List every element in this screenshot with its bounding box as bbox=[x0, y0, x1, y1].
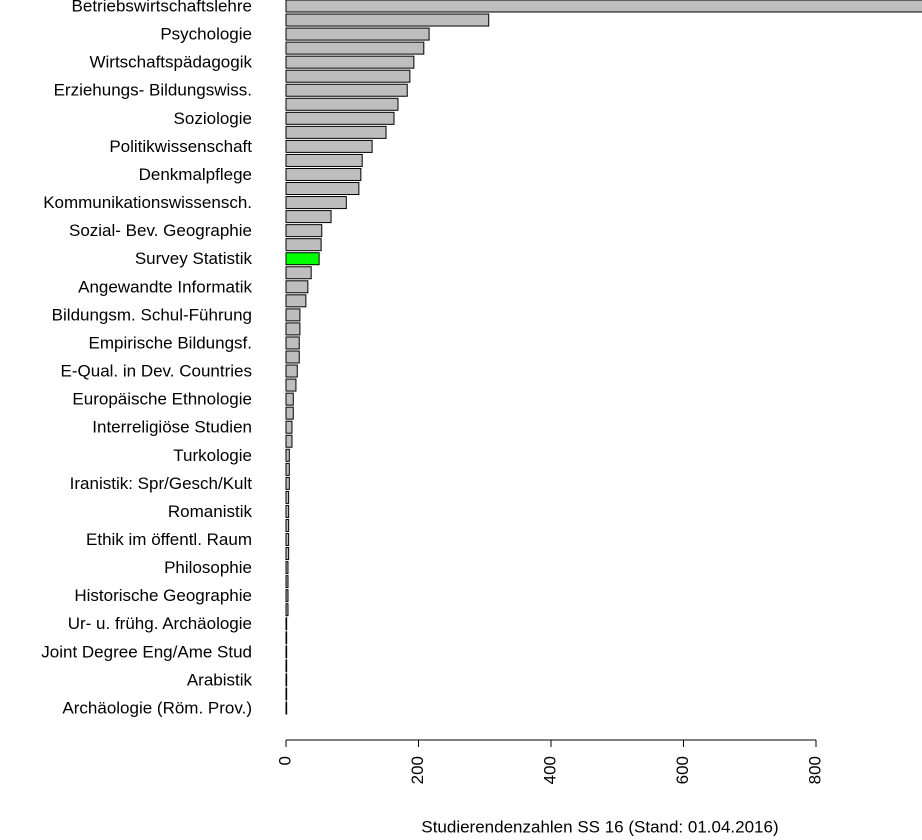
bar bbox=[285, 252, 320, 266]
x-tick-label: 800 bbox=[805, 756, 824, 784]
y-tick-label: Survey Statistik bbox=[135, 249, 253, 268]
bar bbox=[285, 504, 290, 518]
bar bbox=[285, 210, 332, 224]
y-tick-label: Angewandte Informatik bbox=[78, 277, 252, 296]
y-tick-label: Interreligiöse Studien bbox=[92, 418, 252, 437]
bar bbox=[285, 83, 408, 97]
bar bbox=[285, 224, 323, 238]
bar bbox=[285, 617, 288, 631]
bar bbox=[285, 406, 294, 420]
bar bbox=[285, 167, 362, 181]
bar bbox=[285, 13, 490, 27]
y-tick-label: Soziologie bbox=[174, 109, 252, 128]
x-tick-label: 0 bbox=[275, 756, 294, 765]
bar bbox=[285, 476, 290, 490]
bar bbox=[285, 561, 289, 575]
bar bbox=[285, 350, 300, 364]
bar bbox=[285, 55, 415, 69]
bar bbox=[285, 659, 288, 673]
bar bbox=[285, 462, 290, 476]
bar bbox=[285, 125, 387, 139]
bar bbox=[285, 196, 347, 210]
x-tick-label: 200 bbox=[408, 756, 427, 784]
y-tick-label: Romanistik bbox=[168, 502, 253, 521]
y-tick-label: E-Qual. in Dev. Countries bbox=[61, 362, 252, 381]
bar bbox=[285, 280, 309, 294]
y-tick-label: Iranistik: Spr/Gesch/Kult bbox=[70, 474, 253, 493]
bar bbox=[285, 0, 922, 13]
y-tick-label: Betriebswirtschaftslehre bbox=[72, 0, 252, 15]
y-tick-label: Europäische Ethnologie bbox=[72, 390, 252, 409]
y-tick-label: Archäologie (Röm. Prov.) bbox=[62, 698, 252, 717]
bar bbox=[285, 69, 411, 83]
bar bbox=[285, 701, 288, 715]
bar bbox=[285, 490, 290, 504]
bar bbox=[285, 547, 290, 561]
y-tick-label: Joint Degree Eng/Ame Stud bbox=[41, 642, 252, 661]
y-tick-label: Philosophie bbox=[164, 558, 252, 577]
bar bbox=[285, 308, 301, 322]
y-tick-label: Erziehungs- Bildungswiss. bbox=[54, 81, 252, 100]
bar bbox=[285, 364, 298, 378]
bar bbox=[285, 153, 363, 167]
y-tick-label: Ethik im öffentl. Raum bbox=[86, 530, 252, 549]
bar bbox=[285, 41, 425, 55]
y-tick-label: Politikwissenschaft bbox=[109, 137, 252, 156]
y-tick-label: Empirische Bildungsf. bbox=[89, 333, 252, 352]
bar bbox=[285, 97, 399, 111]
y-tick-label: Kommunikationswissensch. bbox=[43, 193, 252, 212]
y-tick-label: Sozial- Bev. Geographie bbox=[69, 221, 252, 240]
y-tick-label: Bildungsm. Schul-Führung bbox=[52, 305, 252, 324]
bar bbox=[285, 533, 290, 547]
y-tick-label: Psychologie bbox=[160, 25, 252, 44]
x-tick-label: 600 bbox=[673, 756, 692, 784]
bar bbox=[285, 673, 288, 687]
bar bbox=[285, 420, 293, 434]
bar bbox=[285, 575, 289, 589]
y-tick-label: Turkologie bbox=[173, 446, 252, 465]
y-tick-label: Arabistik bbox=[187, 670, 253, 689]
x-axis-label: Studierendenzahlen SS 16 (Stand: 01.04.2… bbox=[421, 817, 778, 836]
x-tick-label: 400 bbox=[540, 756, 559, 784]
bar bbox=[285, 139, 373, 153]
y-tick-label: Wirtschaftspädagogik bbox=[89, 53, 252, 72]
bar bbox=[285, 645, 288, 659]
bar bbox=[285, 392, 294, 406]
bar bbox=[285, 631, 288, 645]
bar bbox=[285, 322, 301, 336]
bar bbox=[285, 111, 395, 125]
bar bbox=[285, 294, 307, 308]
bar bbox=[285, 182, 360, 196]
bar bbox=[285, 603, 289, 617]
bar bbox=[285, 336, 300, 350]
bar bbox=[285, 589, 289, 603]
bar bbox=[285, 378, 297, 392]
bar bbox=[285, 518, 290, 532]
y-tick-label: Historische Geographie bbox=[74, 586, 252, 605]
bar bbox=[285, 266, 312, 280]
bar bbox=[285, 238, 322, 252]
y-tick-label: Denkmalpflege bbox=[139, 165, 252, 184]
y-tick-label: Ur- u. frühg. Archäologie bbox=[68, 614, 252, 633]
bar bbox=[285, 687, 288, 701]
bar bbox=[285, 27, 430, 41]
bar bbox=[285, 434, 293, 448]
bar bbox=[285, 448, 290, 462]
